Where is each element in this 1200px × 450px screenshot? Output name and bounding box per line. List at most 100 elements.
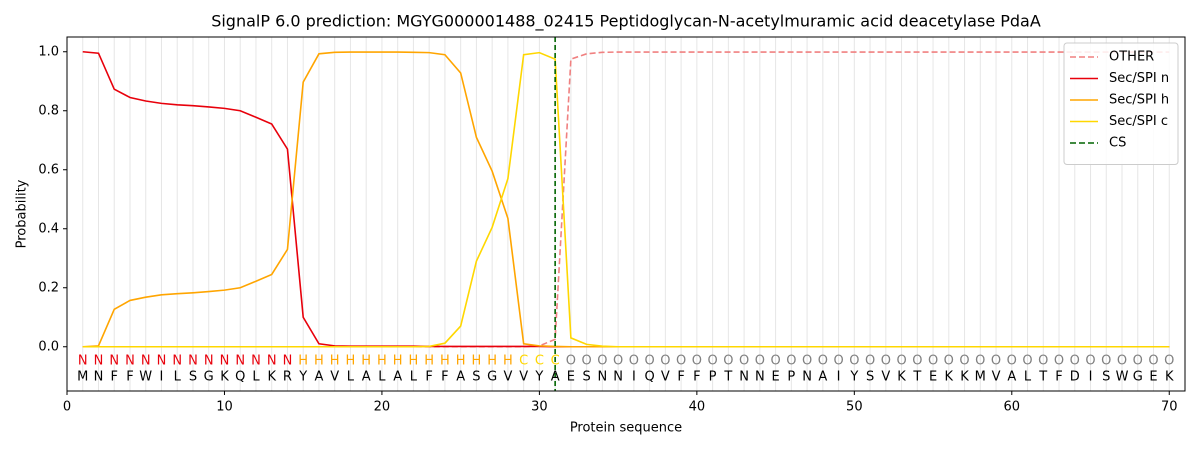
region-label: O bbox=[928, 354, 938, 369]
region-label: N bbox=[220, 354, 230, 369]
x-tick-label: 60 bbox=[1004, 400, 1021, 415]
residue-label: K bbox=[897, 370, 906, 385]
residue-label: I bbox=[837, 370, 841, 385]
residue-label: E bbox=[771, 370, 779, 385]
residue-label: F bbox=[425, 370, 432, 385]
x-tick-label: 0 bbox=[63, 400, 71, 415]
series-line bbox=[82, 51, 1170, 348]
region-label: H bbox=[330, 354, 340, 369]
residue-label: N bbox=[755, 370, 765, 385]
y-tick-label: 0.2 bbox=[38, 280, 59, 295]
residue-label: A bbox=[362, 370, 371, 385]
region-label: C bbox=[551, 354, 560, 369]
region-label: O bbox=[613, 354, 623, 369]
legend-box bbox=[1063, 42, 1179, 165]
region-label: H bbox=[298, 354, 308, 369]
region-label: O bbox=[975, 354, 985, 369]
region-label: O bbox=[896, 354, 906, 369]
residue-label: L bbox=[252, 370, 260, 385]
region-label: O bbox=[1148, 354, 1158, 369]
legend-label: Sec/SPI n bbox=[1109, 71, 1169, 86]
residue-label: D bbox=[1070, 370, 1080, 385]
region-label: N bbox=[188, 354, 198, 369]
residue-label: T bbox=[723, 370, 732, 385]
region-label: C bbox=[535, 354, 544, 369]
residue-label: L bbox=[174, 370, 182, 385]
residue-label: G bbox=[204, 370, 214, 385]
residue-label: W bbox=[139, 370, 152, 385]
residue-label: A bbox=[314, 370, 323, 385]
region-label: O bbox=[1054, 354, 1064, 369]
plot-frame bbox=[66, 36, 1186, 392]
region-label: O bbox=[1164, 354, 1174, 369]
residue-label: K bbox=[1165, 370, 1174, 385]
residue-label: N bbox=[802, 370, 812, 385]
region-label: C bbox=[519, 354, 528, 369]
residue-label: I bbox=[1089, 370, 1093, 385]
region-label: O bbox=[676, 354, 686, 369]
region-label: O bbox=[566, 354, 576, 369]
residue-label: F bbox=[1055, 370, 1062, 385]
residue-label: S bbox=[472, 370, 480, 385]
residue-label: V bbox=[661, 370, 670, 385]
residue-label: L bbox=[1024, 370, 1032, 385]
region-label: H bbox=[409, 354, 419, 369]
residue-label: Y bbox=[534, 370, 543, 385]
residue-label: V bbox=[503, 370, 512, 385]
region-label: H bbox=[361, 354, 371, 369]
region-label: O bbox=[597, 354, 607, 369]
y-tick-label: 0.8 bbox=[38, 103, 59, 118]
region-label: N bbox=[283, 354, 293, 369]
region-label: O bbox=[991, 354, 1001, 369]
residue-label: E bbox=[929, 370, 937, 385]
residue-label: M bbox=[975, 370, 986, 385]
legend-label: Sec/SPI h bbox=[1109, 93, 1169, 108]
region-label: O bbox=[944, 354, 954, 369]
region-label: H bbox=[393, 354, 403, 369]
region-label: H bbox=[503, 354, 513, 369]
residue-label: A bbox=[393, 370, 402, 385]
x-tick-label: 20 bbox=[374, 400, 391, 415]
residue-label: Q bbox=[645, 370, 655, 385]
residue-label: V bbox=[881, 370, 890, 385]
residue-label: I bbox=[632, 370, 636, 385]
residue-label: F bbox=[677, 370, 684, 385]
residue-label: F bbox=[126, 370, 133, 385]
region-label: O bbox=[865, 354, 875, 369]
residue-label: E bbox=[567, 370, 575, 385]
region-label: O bbox=[1117, 354, 1127, 369]
region-label: H bbox=[424, 354, 434, 369]
residue-label: Y bbox=[849, 370, 858, 385]
residue-label: S bbox=[189, 370, 197, 385]
y-tick-label: 0.0 bbox=[38, 339, 59, 354]
series-line bbox=[82, 50, 1170, 348]
residue-label: E bbox=[1149, 370, 1157, 385]
y-tick-label: 0.6 bbox=[38, 162, 59, 177]
legend-label: OTHER bbox=[1109, 50, 1154, 65]
residue-label: S bbox=[583, 370, 591, 385]
series-line bbox=[82, 51, 1170, 348]
residue-label: L bbox=[378, 370, 386, 385]
legend-label: CS bbox=[1109, 136, 1126, 151]
series-line bbox=[82, 51, 1170, 348]
residue-label: N bbox=[739, 370, 749, 385]
x-tick-label: 70 bbox=[1161, 400, 1178, 415]
residue-label: R bbox=[283, 370, 292, 385]
region-label: O bbox=[692, 354, 702, 369]
residue-label: M bbox=[77, 370, 88, 385]
residue-label: K bbox=[960, 370, 969, 385]
x-tick-label: 30 bbox=[531, 400, 548, 415]
residue-label: K bbox=[267, 370, 276, 385]
chart-title: SignalP 6.0 prediction: MGYG000001488_02… bbox=[211, 12, 1041, 32]
region-label: N bbox=[251, 354, 261, 369]
region-label: N bbox=[157, 354, 167, 369]
region-label: N bbox=[125, 354, 135, 369]
residue-label: I bbox=[160, 370, 164, 385]
residue-label: K bbox=[220, 370, 229, 385]
y-axis-label: Probability bbox=[15, 179, 30, 248]
residue-label: G bbox=[1133, 370, 1143, 385]
region-label: O bbox=[833, 354, 843, 369]
region-label: O bbox=[582, 354, 592, 369]
region-label: N bbox=[235, 354, 245, 369]
